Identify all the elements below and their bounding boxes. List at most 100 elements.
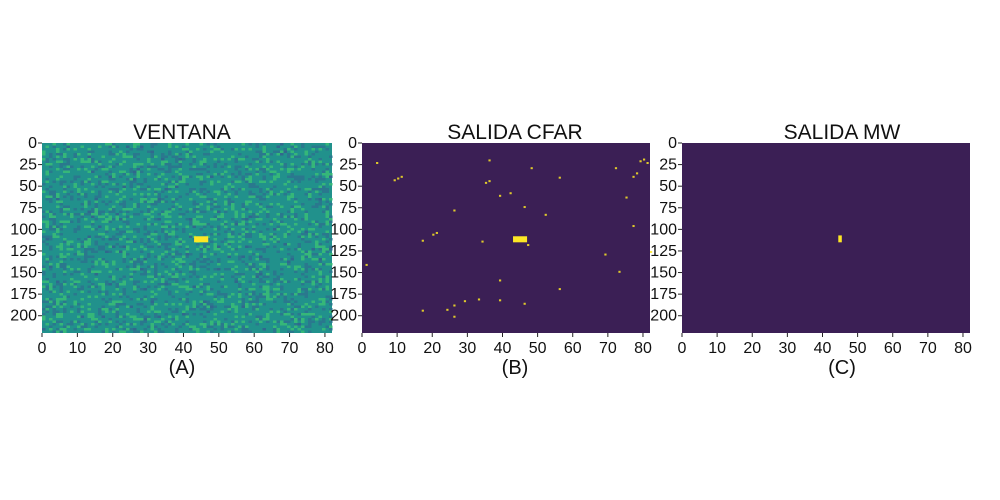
noise-cell: [206, 263, 210, 266]
chart-a: VENTANA 0 10 20 30 40 50 60 70 80 02550751001251…: [10, 121, 334, 379]
noise-cell: [234, 270, 238, 273]
noise-cell: [126, 323, 130, 326]
noise-cell: [245, 203, 249, 206]
noise-cell: [315, 163, 319, 166]
x-tick-label: 0: [358, 340, 367, 357]
noise-cell: [136, 230, 140, 233]
noise-cell: [52, 275, 56, 278]
noise-cell: [269, 220, 273, 223]
noise-cell: [105, 250, 109, 253]
noise-cell: [140, 240, 144, 243]
noise-cell: [220, 298, 224, 301]
noise-cell: [80, 215, 84, 218]
noise-cell: [241, 273, 245, 276]
noise-cell: [206, 200, 210, 203]
noise-cell: [203, 250, 207, 253]
noise-cell: [304, 270, 308, 273]
noise-cell: [266, 168, 270, 171]
noise-cell: [175, 308, 179, 311]
noise-cell: [248, 143, 252, 146]
noise-cell: [311, 253, 315, 256]
noise-cell: [171, 253, 175, 256]
noise-cell: [210, 293, 214, 296]
noise-cell: [280, 313, 284, 316]
noise-cell: [115, 303, 119, 306]
noise-cell: [63, 155, 67, 158]
x-ticks: 0 10 20 30 40 50 60 70 80: [678, 333, 972, 357]
noise-cell: [294, 293, 298, 296]
noise-cell: [234, 223, 238, 226]
noise-cell: [157, 245, 161, 248]
noise-cell: [290, 173, 294, 176]
noise-cell: [234, 168, 238, 171]
noise-cell: [56, 315, 60, 318]
noise-cell: [73, 283, 77, 286]
noise-cell: [140, 170, 144, 173]
noise-cell: [294, 305, 298, 308]
noise-cell: [210, 225, 214, 228]
noise-cell: [105, 300, 109, 303]
noise-cell: [287, 148, 291, 151]
noise-cell: [154, 273, 158, 276]
noise-cell: [290, 228, 294, 231]
noise-cell: [217, 225, 221, 228]
noise-cell: [122, 205, 126, 208]
noise-cell: [315, 245, 319, 248]
noise-cell: [318, 178, 322, 181]
noise-cell: [129, 328, 133, 331]
noise-cell: [199, 283, 203, 286]
noise-cell: [241, 315, 245, 318]
noise-cell: [318, 253, 322, 256]
noise-cell: [175, 278, 179, 281]
noise-cell: [315, 258, 319, 261]
noise-cell: [182, 285, 186, 288]
noise-cell: [147, 253, 151, 256]
noise-cell: [283, 298, 287, 301]
noise-cell: [241, 260, 245, 263]
noise-cell: [129, 260, 133, 263]
noise-cell: [210, 303, 214, 306]
noise-cell: [77, 288, 81, 291]
noise-cell: [56, 155, 60, 158]
noise-cell: [192, 155, 196, 158]
noise-cell: [119, 293, 123, 296]
noise-cell: [171, 295, 175, 298]
noise-cell: [154, 165, 158, 168]
noise-cell: [199, 300, 203, 303]
noise-cell: [168, 188, 172, 191]
noise-cell: [315, 173, 319, 176]
y-tick-label: 0: [28, 135, 37, 152]
noise-cell: [318, 245, 322, 248]
noise-cell: [304, 160, 308, 163]
noise-cell: [171, 165, 175, 168]
noise-cell: [73, 280, 77, 283]
noise-cell: [283, 183, 287, 186]
noise-cell: [101, 330, 105, 333]
noise-cell: [231, 233, 235, 236]
noise-cell: [112, 205, 116, 208]
noise-cell: [168, 278, 172, 281]
noise-cell: [259, 233, 263, 236]
noise-cell: [52, 233, 56, 236]
noise-cell: [140, 298, 144, 301]
noise-cell: [70, 273, 74, 276]
noise-cell: [91, 208, 95, 211]
noise-cell: [297, 155, 301, 158]
noise-cell: [77, 218, 81, 221]
noise-cell: [161, 200, 165, 203]
noise-cell: [304, 290, 308, 293]
noise-cell: [304, 265, 308, 268]
noise-cell: [49, 298, 53, 301]
noise-cell: [178, 240, 182, 243]
noise-cell: [122, 183, 126, 186]
noise-cell: [301, 313, 305, 316]
noise-cell: [147, 210, 151, 213]
noise-cell: [266, 158, 270, 161]
noise-cell: [294, 300, 298, 303]
noise-cell: [119, 190, 123, 193]
noise-cell: [325, 220, 329, 223]
noise-cell: [161, 153, 165, 156]
noise-cell: [157, 213, 161, 216]
noise-cell: [273, 245, 277, 248]
noise-cell: [161, 190, 165, 193]
